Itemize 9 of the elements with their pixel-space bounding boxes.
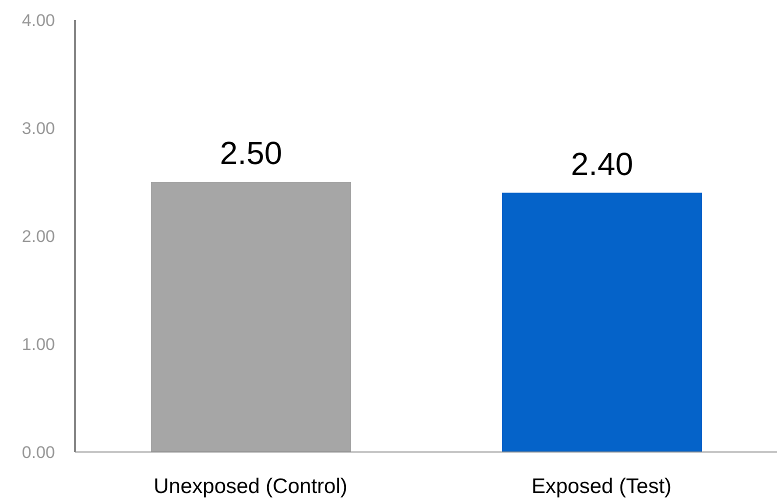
data-label: 2.50 — [220, 135, 282, 171]
x-tick-label: Unexposed (Control) — [154, 474, 348, 498]
data-label: 2.40 — [570, 146, 634, 182]
y-tick-label: 4.00 — [22, 11, 55, 30]
y-tick-label: 1.00 — [22, 335, 55, 354]
y-tick-label: 2.00 — [22, 227, 55, 246]
x-tick-label: Exposed (Test) — [531, 474, 672, 498]
y-tick-label: 3.00 — [22, 119, 55, 138]
y-tick-label: 0.00 — [22, 443, 55, 462]
